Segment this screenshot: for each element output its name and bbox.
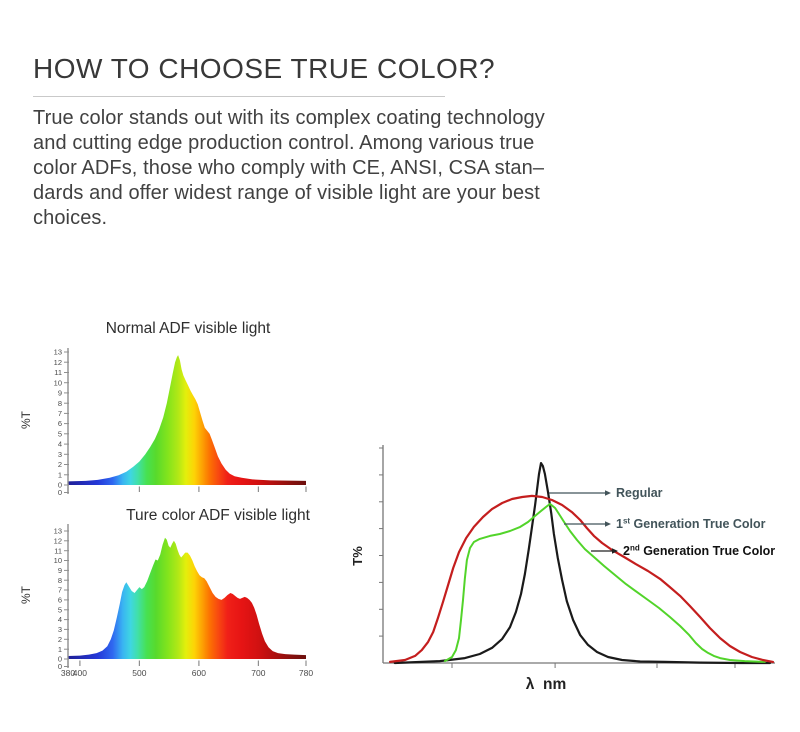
y-tick-label: 1 <box>58 645 62 654</box>
y-tick-label: 3 <box>58 450 62 459</box>
y-tick-label: 12 <box>54 358 62 367</box>
y-tick-label: 8 <box>58 399 62 408</box>
y-tick-label: 0 <box>58 655 62 664</box>
y-tick-label: 6 <box>58 419 62 428</box>
series-regular <box>393 462 771 665</box>
x-tick-label: 780 <box>299 668 313 678</box>
page-title: HOW TO CHOOSE TRUE COLOR? <box>33 53 496 84</box>
true-color-adf-spectrum-chart: 13 12 11 10 9 8 7 6 5 4 3 2 1 0 0 380 400 500 600 700 780 Tur… <box>0 498 340 705</box>
legend-label-regular: Regular <box>616 486 663 500</box>
y-tick-label: 10 <box>54 378 62 387</box>
y-tick-label: 11 <box>54 546 62 555</box>
chart-title: Normal ADF visible light <box>106 320 271 337</box>
y-tick-label: 13 <box>54 527 62 536</box>
legend-arrow-head <box>605 490 611 496</box>
y-tick-label: 9 <box>58 566 62 575</box>
x-tick-label: 380 <box>61 668 75 678</box>
x-tick-label: 500 <box>132 668 146 678</box>
y-axis-label: %T <box>19 585 33 604</box>
legend-arrow-head <box>612 548 618 554</box>
spectrum-area <box>68 355 306 485</box>
y-tick-label: 2 <box>58 635 62 644</box>
series-2nd-generation-true-color <box>389 494 775 663</box>
legend-arrow-head <box>605 521 611 527</box>
x-axis-label: λ nm <box>526 676 566 693</box>
y-axis-label: T% <box>350 546 365 566</box>
y-tick-label: 6 <box>58 596 62 605</box>
normal-adf-spectrum-chart: 13 12 11 10 9 8 7 6 5 4 3 2 1 0 0 Normal ADF visible li… <box>0 308 340 508</box>
y-tick-label: 0 <box>58 481 62 490</box>
y-tick-label: 10 <box>54 556 62 565</box>
y-axis-label: %T <box>19 410 33 429</box>
legend-label-2-generation-true-color: 2nd Generation True Color <box>623 544 775 559</box>
y-tick-label: 13 <box>54 348 62 357</box>
y-tick-label: 11 <box>54 368 62 377</box>
y-tick-label: 4 <box>58 615 62 624</box>
title-divider <box>33 96 445 97</box>
y-tick-label: 7 <box>58 586 62 595</box>
y-tick-label: 5 <box>58 605 62 614</box>
y-tick-label: 7 <box>58 409 62 418</box>
y-tick-label: 8 <box>58 576 62 585</box>
y-tick-label: 5 <box>58 429 62 438</box>
y-tick-label: 3 <box>58 625 62 634</box>
y-tick-label: 4 <box>58 440 62 449</box>
y-tick-label: 2 <box>58 460 62 469</box>
y-tick-label: 0 <box>58 488 62 497</box>
comparison-chart-svg: Regular 1st Generation True Color 2nd Gene… <box>350 445 775 693</box>
x-tick-label: 600 <box>192 668 206 678</box>
y-tick-label: 0 <box>58 662 62 671</box>
y-tick-label: 1 <box>58 470 62 479</box>
x-tick-label: 400 <box>73 668 87 678</box>
x-tick-label: 700 <box>251 668 265 678</box>
y-tick-label: 9 <box>58 389 62 398</box>
generation-comparison-chart: Regular 1st Generation True Color 2nd Gene… <box>350 430 800 702</box>
legend-label-1-generation-true-color: 1st Generation True Color <box>616 517 766 532</box>
series-1st-generation-true-color <box>443 502 766 663</box>
spectrum-area <box>68 537 306 659</box>
body-paragraph: True color stands out with its complex c… <box>33 107 545 229</box>
chart-title: Ture color ADF visible light <box>126 507 310 524</box>
y-tick-label: 12 <box>54 536 62 545</box>
